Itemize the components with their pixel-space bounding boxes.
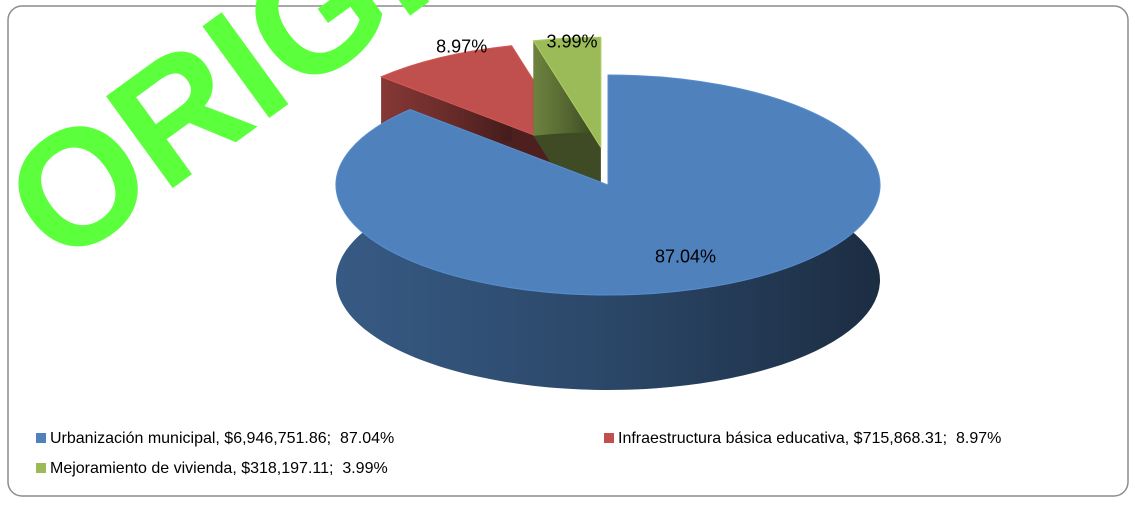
slice-top: [379, 45, 581, 154]
legend-label: Mejoramiento de vivienda, $318,197.11; 3…: [50, 460, 388, 477]
legend-swatch: [604, 433, 614, 443]
data-label: 8.97%: [436, 37, 487, 57]
slice-top: [532, 36, 602, 150]
legend: Urbanización municipal, $6,946,751.86; 8…: [36, 430, 1001, 477]
legend-swatch: [36, 463, 46, 473]
data-label: 87.04%: [655, 246, 716, 266]
legend-label: Infraestructura básica educativa, $715,8…: [618, 430, 1001, 447]
pie: 87.04% 8.97% 3.99%: [335, 32, 881, 390]
data-label: 3.99%: [546, 32, 597, 52]
slice-top: [335, 74, 881, 296]
legend-swatch: [36, 433, 46, 443]
legend-label: Urbanización municipal, $6,946,751.86; 8…: [50, 430, 394, 447]
slice: [335, 74, 881, 390]
